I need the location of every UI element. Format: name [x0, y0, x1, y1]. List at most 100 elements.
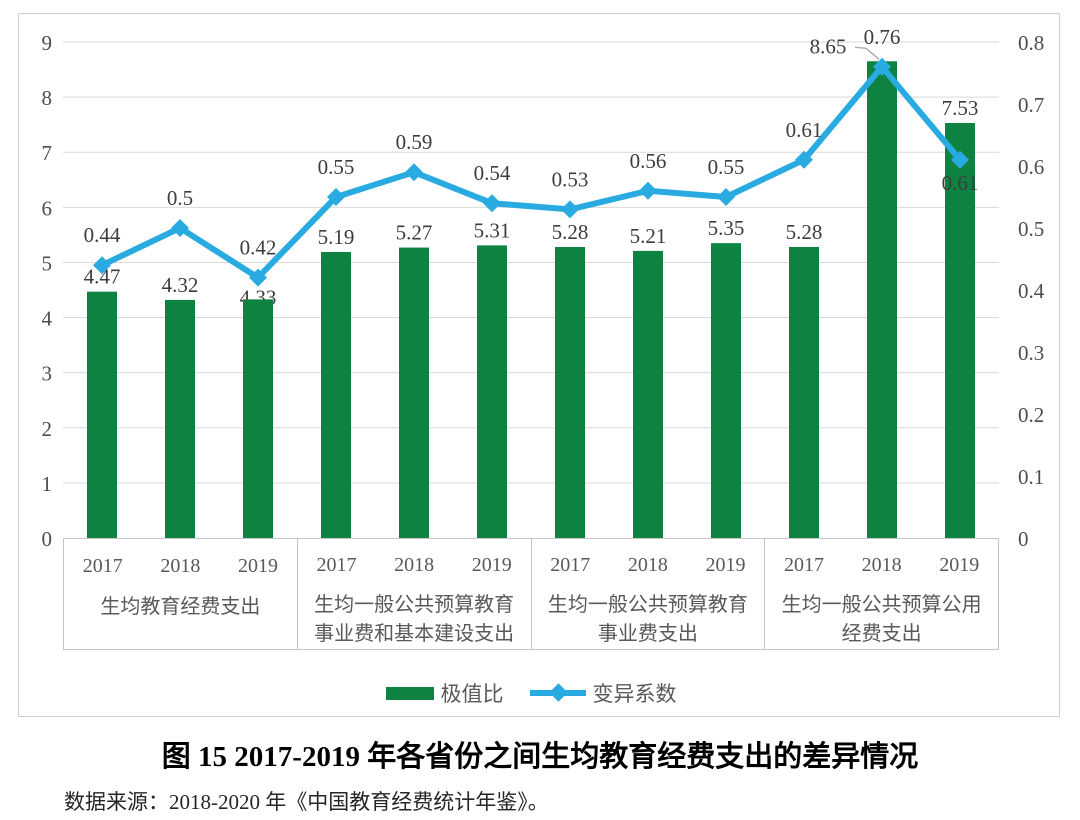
bar-value-label: 8.65 [810, 34, 847, 58]
line-point-marker [795, 150, 813, 169]
line-value-label: 0.55 [708, 155, 745, 179]
group-label-line: 经费支出 [841, 623, 922, 645]
category-group-cell: 2017 2018 2019 生均一般公共预算教育 事业费和基本建设支出 [296, 539, 531, 649]
category-group-cell: 2017 2018 2019 生均一般公共预算公用 经费支出 [764, 539, 999, 649]
line-point-marker [405, 163, 423, 182]
bar [789, 247, 819, 538]
line-point-marker [717, 188, 735, 206]
bar [945, 123, 975, 538]
line-value-label: 0.53 [552, 167, 589, 191]
legend-bar-label: 极值比 [440, 682, 504, 706]
line-point-marker [639, 181, 657, 200]
line-point-marker [327, 188, 345, 206]
line-value-label: 0.54 [474, 161, 511, 185]
left-axis-tick-label: 8 [42, 86, 53, 110]
bar [243, 299, 273, 538]
line-value-label: 0.76 [864, 25, 901, 49]
bar [711, 243, 741, 538]
left-axis-tick-label: 0 [42, 527, 53, 551]
year-label: 2018 [160, 554, 201, 577]
right-axis-tick-label: 0.2 [1018, 403, 1044, 427]
legend-line-swatch-icon [529, 683, 586, 702]
right-axis-tick-label: 0.8 [1018, 31, 1044, 55]
figure-title: 图 15 2017-2019 年各省份之间生均教育经费支出的差异情况 [161, 741, 919, 773]
line-point-marker [951, 150, 969, 169]
line-value-label: 0.42 [240, 236, 277, 260]
year-label: 2017 [550, 553, 591, 576]
category-group-cell: 2017 2018 2019 生均一般公共预算教育 事业费支出 [530, 539, 765, 649]
bar-value-label: 5.21 [630, 224, 667, 248]
bar-value-label: 4.32 [162, 273, 199, 297]
left-axis-tick-label: 1 [42, 472, 53, 496]
line-value-label: 0.44 [84, 223, 121, 247]
year-label: 2019 [939, 553, 980, 576]
line-point-marker [93, 256, 111, 275]
line-series [99, 63, 963, 281]
right-axis-tick-label: 0.3 [1018, 341, 1044, 365]
bar [399, 247, 429, 538]
line-point-marker [171, 219, 189, 237]
year-label: 2019 [471, 553, 512, 576]
year-label: 2017 [316, 553, 357, 576]
group-label-line: 事业费支出 [597, 623, 698, 645]
bar-value-label: 5.19 [318, 225, 355, 249]
left-axis-tick-label: 5 [42, 251, 53, 275]
legend-line-label: 变异系数 [592, 682, 677, 706]
line-value-label: 0.5 [167, 186, 193, 210]
year-labels-row: 2017 2018 2019 [64, 539, 297, 593]
year-labels-row: 2017 2018 2019 [532, 539, 765, 591]
category-group-cell: 2017 2018 2019 生均教育经费支出 [63, 539, 297, 649]
left-axis-tick-label: 3 [42, 362, 53, 386]
line-point-marker [483, 194, 501, 213]
right-axis-tick-label: 0.5 [1018, 217, 1044, 241]
chart-border [18, 13, 1060, 717]
right-axis-tick-label: 0.4 [1018, 279, 1045, 303]
line-value-label: 0.55 [318, 155, 355, 179]
figure-source: 数据来源：2018-2020 年《中国教育经费统计年鉴》。 [64, 790, 549, 814]
line-value-label: 0.59 [396, 130, 433, 154]
line-value-label: 0.61 [942, 171, 979, 195]
group-label-line: 生均一般公共预算教育 [314, 594, 515, 616]
year-label: 2018 [627, 553, 668, 576]
diamond-marker-icon [548, 683, 568, 702]
bar [477, 245, 507, 539]
left-axis-tick-label: 7 [42, 141, 53, 165]
bar-value-label: 5.27 [396, 221, 433, 245]
legend-bar-swatch-icon [385, 686, 434, 700]
year-labels-row: 2017 2018 2019 [765, 539, 998, 591]
year-labels-row: 2017 2018 2019 [298, 539, 531, 591]
year-label: 2018 [394, 553, 435, 576]
bar [555, 247, 585, 538]
bar [321, 251, 351, 538]
right-axis-tick-label: 0 [1018, 527, 1029, 551]
line-value-label: 0.56 [630, 149, 667, 173]
right-axis-tick-label: 0.1 [1018, 465, 1044, 489]
category-axis: 2017 2018 2019 生均教育经费支出 2017 2018 2019 生均一般公共预算… [63, 538, 999, 650]
bar-value-label: 5.28 [552, 220, 589, 244]
group-label-line: 生均一般公共预算教育 [547, 594, 748, 616]
line-point-marker [249, 268, 267, 287]
bar [165, 299, 195, 538]
year-label: 2019 [705, 553, 746, 576]
bar-value-label: 5.31 [474, 218, 511, 242]
group-label-line: 事业费和基本建设支出 [314, 623, 515, 645]
year-label: 2017 [784, 553, 825, 576]
year-label: 2018 [861, 553, 902, 576]
bar-value-label: 7.53 [942, 96, 979, 120]
line-point-marker [873, 57, 891, 76]
line-value-label: 0.61 [786, 118, 823, 142]
year-label: 2017 [82, 554, 123, 577]
left-axis-tick-label: 9 [42, 31, 53, 55]
left-axis-tick-label: 2 [42, 417, 53, 441]
legend: 极值比 变异系数 [63, 681, 999, 706]
label-leader-line [854, 46, 880, 60]
bar [633, 250, 663, 539]
group-label-line: 生均教育经费支出 [100, 596, 261, 618]
bar-value-label: 5.28 [786, 220, 823, 244]
year-label: 2019 [237, 554, 278, 577]
right-axis-tick-label: 0.7 [1018, 93, 1044, 117]
bar-value-label: 5.35 [708, 216, 745, 240]
bar [867, 61, 897, 539]
